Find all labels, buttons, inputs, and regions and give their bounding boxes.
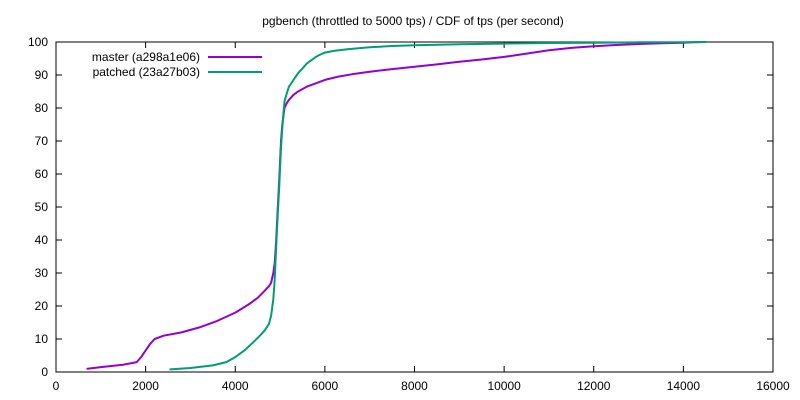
y-tick-label: 20 [35,299,49,313]
y-tick-label: 80 [35,101,49,115]
legend: master (a298a1e06)patched (23a27b03) [92,50,262,79]
series-line-0 [86,41,707,370]
x-tick-label: 14000 [667,379,701,393]
y-tick-label: 100 [28,35,48,49]
x-tick-label: 0 [53,379,60,393]
y-tick-label: 0 [41,365,48,379]
y-tick-label: 70 [35,134,49,148]
x-tick-label: 16000 [756,379,790,393]
legend-label: patched (23a27b03) [93,65,200,79]
x-tick-label: 10000 [487,379,521,393]
series-line-1 [169,41,707,371]
y-tick-label: 30 [35,266,49,280]
x-tick-label: 8000 [401,379,428,393]
series-layer [86,41,707,371]
y-tick-label: 40 [35,233,49,247]
y-tick-label: 60 [35,167,49,181]
y-tick-label: 10 [35,332,49,346]
x-tick-label: 6000 [312,379,339,393]
x-axis: 0 2000 4000 6000 8000 10000 12000 14000 16000 [53,42,790,393]
y-tick-label: 90 [35,68,49,82]
plot-frame [55,41,774,373]
x-tick-label: 12000 [577,379,611,393]
y-axis: 0 10 20 30 40 50 60 70 80 90 100 [28,35,773,379]
x-tick-label: 4000 [222,379,249,393]
legend-label: master (a298a1e06) [92,50,200,64]
y-tick-label: 50 [35,200,49,214]
chart-title: pgbench (throttled to 5000 tps) / CDF of… [262,14,564,28]
x-tick-label: 2000 [132,379,159,393]
